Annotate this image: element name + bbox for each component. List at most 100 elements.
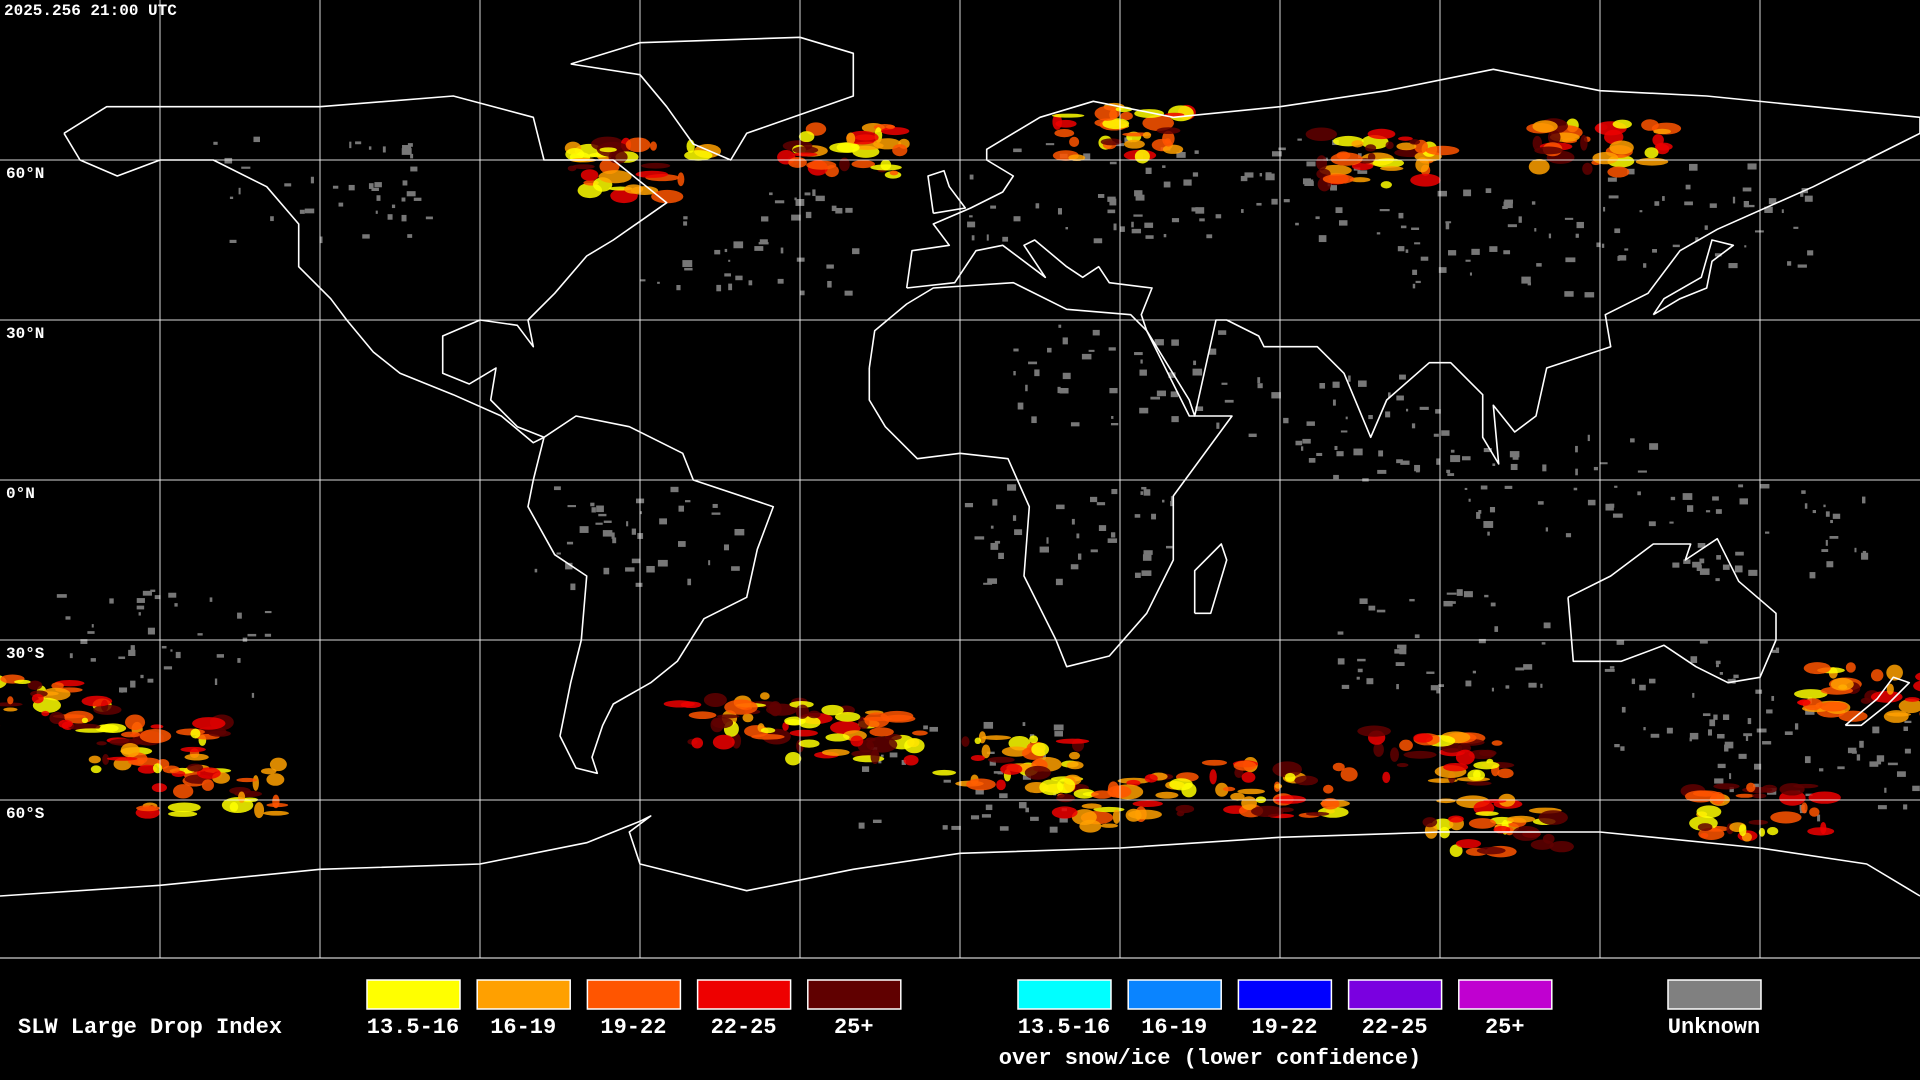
cloud-blob bbox=[565, 148, 585, 161]
cloud-speck bbox=[626, 521, 629, 527]
cloud-blob bbox=[1241, 771, 1256, 783]
coastline bbox=[570, 36, 855, 161]
cloud-speck bbox=[1083, 153, 1091, 160]
cloud-speck bbox=[971, 235, 975, 241]
cloud-speck bbox=[970, 815, 980, 820]
cloud-blob bbox=[1176, 811, 1185, 817]
cloud-speck bbox=[1690, 656, 1698, 663]
cloud-speck bbox=[1872, 726, 1880, 734]
cloud-speck bbox=[1194, 150, 1199, 154]
cloud-blob bbox=[806, 160, 837, 170]
cloud-blob bbox=[1468, 818, 1496, 829]
cloud-blob bbox=[1069, 136, 1080, 148]
cloud-blob bbox=[789, 701, 814, 708]
cloud-speck bbox=[1248, 433, 1257, 438]
cloud-blob bbox=[821, 704, 844, 716]
cloud-speck bbox=[1109, 161, 1117, 165]
cloud-speck bbox=[1295, 440, 1303, 446]
cloud-speck bbox=[1804, 195, 1813, 202]
cloud-blob bbox=[1528, 158, 1550, 175]
label-backdrop bbox=[2, 805, 56, 823]
cloud-speck bbox=[1504, 485, 1513, 489]
cloud-speck bbox=[237, 612, 242, 619]
cloud-speck bbox=[1739, 498, 1748, 505]
cloud-blob bbox=[608, 150, 628, 164]
latitude-label: 60°S bbox=[6, 805, 45, 823]
cloud-speck bbox=[1441, 430, 1450, 436]
cloud-blob bbox=[1398, 136, 1413, 141]
cloud-speck bbox=[147, 627, 155, 635]
cloud-blob bbox=[102, 753, 110, 765]
cloud-speck bbox=[1450, 455, 1461, 463]
cloud-speck bbox=[774, 200, 785, 204]
cloud-speck bbox=[1379, 209, 1390, 212]
cloud-speck bbox=[1754, 230, 1764, 233]
cloud-speck bbox=[1071, 518, 1075, 525]
cloud-speck bbox=[237, 658, 241, 663]
cloud-speck bbox=[1542, 464, 1547, 472]
cloud-blob bbox=[864, 712, 890, 728]
cloud-blob bbox=[650, 141, 657, 151]
cloud-blob bbox=[1000, 763, 1023, 775]
cloud-blob bbox=[1409, 139, 1421, 145]
cloud-speck bbox=[413, 197, 422, 201]
cloud-speck bbox=[1483, 521, 1494, 528]
cloud-speck bbox=[1271, 392, 1281, 399]
cloud-speck bbox=[1648, 521, 1656, 527]
cloud-blob bbox=[1390, 747, 1399, 762]
cloud-speck bbox=[728, 283, 733, 291]
cloud-blob bbox=[1779, 783, 1805, 796]
cloud-blob bbox=[236, 777, 258, 783]
cloud-speck bbox=[1332, 399, 1336, 406]
cloud-blob bbox=[1455, 839, 1482, 849]
cloud-speck bbox=[683, 216, 688, 220]
cloud-blob bbox=[51, 682, 64, 690]
cloud-blob bbox=[1274, 783, 1283, 789]
cloud-speck bbox=[1492, 463, 1496, 466]
cloud-speck bbox=[1707, 729, 1712, 736]
cloud-blob bbox=[1475, 811, 1499, 816]
cloud-speck bbox=[1809, 572, 1816, 579]
legend-swatch bbox=[366, 979, 461, 1010]
cloud-blob bbox=[173, 784, 194, 799]
cloud-speck bbox=[1605, 503, 1614, 511]
cloud-speck bbox=[872, 819, 882, 824]
cloud-speck bbox=[1484, 594, 1489, 598]
cloud-speck bbox=[1062, 337, 1068, 345]
cloud-speck bbox=[1607, 177, 1617, 182]
cloud-blob bbox=[932, 769, 957, 776]
cloud-speck bbox=[1465, 680, 1472, 687]
cloud-speck bbox=[1887, 762, 1898, 766]
cloud-speck bbox=[1411, 423, 1416, 429]
cloud-blob bbox=[807, 710, 821, 719]
cloud-speck bbox=[1507, 224, 1517, 228]
cloud-speck bbox=[1415, 280, 1421, 284]
cloud-speck bbox=[1096, 502, 1106, 506]
cloud-blob bbox=[630, 186, 659, 195]
cloud-speck bbox=[1098, 525, 1107, 532]
cloud-blob bbox=[254, 802, 265, 819]
cloud-speck bbox=[1156, 390, 1166, 397]
cloud-blob bbox=[1883, 710, 1909, 723]
cloud-speck bbox=[264, 610, 272, 614]
cloud-speck bbox=[1717, 763, 1726, 769]
cloud-field bbox=[0, 102, 1920, 858]
cloud-speck bbox=[683, 221, 688, 226]
cloud-speck bbox=[1805, 793, 1813, 797]
cloud-speck bbox=[1256, 202, 1262, 206]
cloud-blob bbox=[1385, 141, 1394, 150]
cloud-speck bbox=[724, 248, 728, 253]
cloud-blob bbox=[1801, 802, 1808, 814]
cloud-speck bbox=[1143, 550, 1153, 555]
cloud-speck bbox=[1070, 422, 1080, 427]
cloud-speck bbox=[714, 249, 721, 255]
cloud-blob bbox=[1123, 139, 1145, 149]
cloud-blob bbox=[1748, 819, 1769, 825]
cloud-speck bbox=[1521, 276, 1531, 284]
cloud-blob bbox=[1476, 846, 1506, 855]
cloud-speck bbox=[1752, 783, 1759, 788]
cloud-speck bbox=[579, 526, 589, 533]
cloud-speck bbox=[1515, 667, 1525, 671]
cloud-speck bbox=[761, 216, 769, 222]
cloud-blob bbox=[785, 752, 802, 766]
